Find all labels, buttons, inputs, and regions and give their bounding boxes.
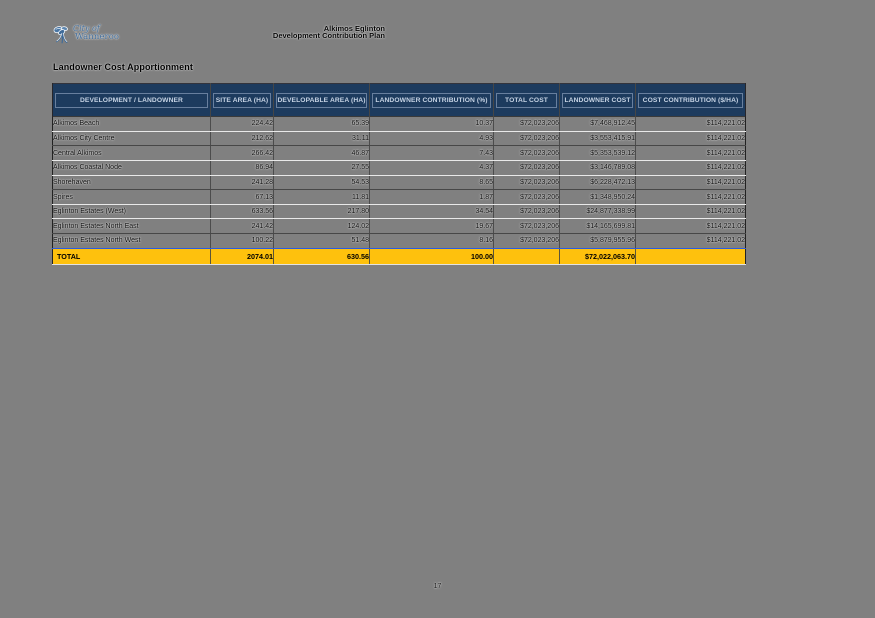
table-total-row: TOTAL 2074.01 630.56 100.00 $72,022,063.… <box>52 248 746 265</box>
cell-total-cost: $72,023,206 <box>493 131 560 147</box>
column-header-landowner-contribution: LANDOWNER CONTRIBUTION (%) <box>369 83 494 117</box>
cell-total-site-area: 2074.01 <box>210 248 274 265</box>
cell-contribution-pct: 7.43 <box>369 145 494 161</box>
table-row: Spires 67.13 11.81 1.87 $72,023,206 $1,3… <box>52 189 746 205</box>
cell-contribution-pct: 4.37 <box>369 160 494 176</box>
document-header: Alkimos Eglinton Development Contributio… <box>273 25 385 40</box>
document-header-line2: Development Contribution Plan <box>272 31 385 41</box>
cell-contribution-pct: 4.93 <box>369 131 494 147</box>
cell-developable-area: 27.55 <box>273 160 370 176</box>
cell-total-cost: $72,023,206 <box>493 189 560 205</box>
cell-cost-per-ha: $114,221.02 <box>635 204 746 220</box>
cell-contribution-pct: 10.37 <box>369 116 494 132</box>
cell-landowner: Central Alkimos <box>52 145 211 161</box>
cell-developable-area: 11.81 <box>273 189 370 205</box>
page-title: Landowner Cost Apportionment <box>53 62 193 72</box>
cell-site-area: 266.42 <box>210 145 274 161</box>
cell-developable-area: 65.39 <box>273 116 370 132</box>
cell-total-landowner-cost: $72,022,063.70 <box>559 248 636 265</box>
cell-site-area: 241.42 <box>210 218 274 235</box>
cell-site-area: 241.28 <box>210 175 274 191</box>
cell-total-total-cost <box>493 248 560 265</box>
cell-total-contribution-pct: 100.00 <box>369 248 494 265</box>
cell-landowner: Eglinton Estates North East <box>52 218 211 235</box>
page-number: 17 <box>433 583 442 590</box>
table-row: Alkimos City Centre 212.62 31.11 4.93 $7… <box>52 131 746 147</box>
cell-total-cost: $72,023,206 <box>493 145 560 161</box>
cell-developable-area: 51.48 <box>273 233 370 249</box>
cell-cost-per-ha: $114,221.02 <box>635 131 746 147</box>
cell-landowner-cost: $5,353,539.12 <box>559 145 636 161</box>
cell-landowner: Alkimos Beach <box>52 116 211 132</box>
table-row: Eglinton Estates North East 241.42 124.0… <box>52 218 746 235</box>
cell-site-area: 86.94 <box>210 160 274 176</box>
cell-cost-per-ha: $114,221.02 <box>635 189 746 205</box>
cell-landowner-cost: $24,877,338.99 <box>559 204 636 220</box>
table-row: Eglinton Estates (West) 633.56 217.80 34… <box>52 204 746 220</box>
cell-landowner: Eglinton Estates North West <box>52 233 211 249</box>
cell-landowner-cost: $7,468,912.45 <box>559 116 636 132</box>
logo-text-city-of: City of <box>73 24 100 33</box>
cell-contribution-pct: 8.65 <box>369 175 494 191</box>
cell-contribution-pct: 8.16 <box>369 233 494 249</box>
cell-landowner: Alkimos Coastal Node <box>52 160 211 176</box>
cell-cost-per-ha: $114,221.02 <box>635 233 746 249</box>
cell-landowner-cost: $14,165,699.81 <box>559 218 636 235</box>
cell-developable-area: 217.80 <box>273 204 370 220</box>
city-of-wanneroo-logo: City of Wanneroo <box>53 24 123 46</box>
cell-landowner-cost: $6,228,472.13 <box>559 175 636 191</box>
cell-cost-per-ha: $114,221.02 <box>635 175 746 191</box>
cell-total-developable-area: 630.56 <box>273 248 370 265</box>
cell-site-area: 224.42 <box>210 116 274 132</box>
cell-total-cost-per-ha <box>635 248 746 265</box>
cell-developable-area: 124.02 <box>273 218 370 235</box>
table-row: Alkimos Beach 224.42 65.39 10.37 $72,023… <box>52 116 746 132</box>
cell-landowner-cost: $3,146,789.08 <box>559 160 636 176</box>
cell-landowner: Spires <box>52 189 211 205</box>
table-row: Shorehaven 241.28 54.53 8.65 $72,023,206… <box>52 175 746 191</box>
cell-site-area: 212.62 <box>210 131 274 147</box>
cell-site-area: 100.22 <box>210 233 274 249</box>
cell-total-cost: $72,023,206 <box>493 218 560 235</box>
column-header-site-area: SITE AREA (HA) <box>210 83 274 117</box>
landowner-cost-apportionment-table: DEVELOPMENT / LANDOWNER SITE AREA (HA) D… <box>52 83 746 265</box>
cell-landowner-cost: $3,553,415.91 <box>559 131 636 147</box>
cell-cost-per-ha: $114,221.02 <box>635 145 746 161</box>
document-header-line1: Alkimos Eglinton <box>323 24 385 33</box>
cell-contribution-pct: 34.54 <box>369 204 494 220</box>
cell-developable-area: 31.11 <box>273 131 370 147</box>
logo-text-wanneroo: Wanneroo <box>75 32 120 42</box>
cell-total-cost: $72,023,206 <box>493 116 560 132</box>
table-row: Central Alkimos 266.42 46.87 7.43 $72,02… <box>52 145 746 161</box>
cell-developable-area: 46.87 <box>273 145 370 161</box>
column-header-landowner-cost: LANDOWNER COST <box>559 83 636 117</box>
kangaroo-paw-icon <box>53 26 68 44</box>
table-header-row: DEVELOPMENT / LANDOWNER SITE AREA (HA) D… <box>52 83 746 117</box>
cell-developable-area: 54.53 <box>273 175 370 191</box>
cell-landowner-cost: $1,348,950.24 <box>559 189 636 205</box>
table-row: Alkimos Coastal Node 86.94 27.55 4.37 $7… <box>52 160 746 176</box>
cell-landowner: Alkimos City Centre <box>52 131 211 147</box>
cell-contribution-pct: 19.67 <box>369 218 494 235</box>
cell-landowner: Eglinton Estates (West) <box>52 204 211 220</box>
cell-contribution-pct: 1.87 <box>369 189 494 205</box>
cell-total-cost: $72,023,206 <box>493 204 560 220</box>
table-row: Eglinton Estates North West 100.22 51.48… <box>52 233 746 249</box>
cell-total-label: TOTAL <box>52 248 211 265</box>
cell-cost-per-ha: $114,221.02 <box>635 160 746 176</box>
cell-landowner: Shorehaven <box>52 175 211 191</box>
cell-site-area: 633.56 <box>210 204 274 220</box>
cell-landowner-cost: $5,879,955.96 <box>559 233 636 249</box>
cell-site-area: 67.13 <box>210 189 274 205</box>
cell-cost-per-ha: $114,221.02 <box>635 116 746 132</box>
column-header-cost-contribution: COST CONTRIBUTION ($/HA) <box>635 83 746 117</box>
cell-cost-per-ha: $114,221.02 <box>635 218 746 235</box>
cell-total-cost: $72,023,206 <box>493 160 560 176</box>
column-header-developable-area: DEVELOPABLE AREA (HA) <box>273 83 370 117</box>
cell-total-cost: $72,023,206 <box>493 175 560 191</box>
cell-total-cost: $72,023,206 <box>493 233 560 249</box>
column-header-total-cost: TOTAL COST <box>493 83 560 117</box>
column-header-development-landowner: DEVELOPMENT / LANDOWNER <box>52 83 211 117</box>
